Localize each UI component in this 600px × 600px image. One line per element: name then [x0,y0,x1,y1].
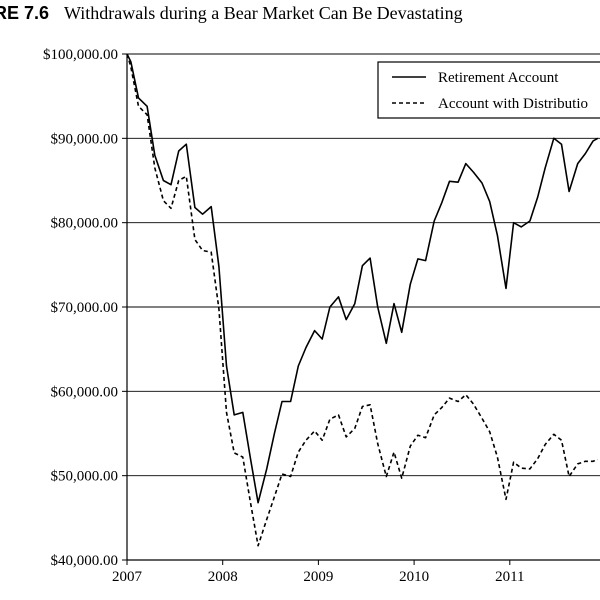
figure-title: Withdrawals during a Bear Market Can Be … [64,3,463,23]
figure-label: RE 7.6 [0,3,49,23]
x-tick-labels: 200720082009201020112 [112,569,525,585]
gridlines [127,53,600,477]
y-tick-label: $60,000.00 [51,384,119,400]
y-tick-label: $70,000.00 [51,300,119,316]
legend-label-account-with-distributions: Account with Distributio [438,96,588,112]
series-line-retirement-account [126,53,599,504]
legend-label-retirement-account: Retirement Account [438,70,559,86]
series-lines [126,53,599,547]
y-tick-label: $80,000.00 [51,216,119,232]
y-tick-label: $50,000.00 [51,469,119,485]
x-tick-label: 2010 [399,569,429,585]
x-tick-label: 2008 [208,569,238,585]
y-tick-label: $40,000.00 [51,553,119,569]
legend: Retirement Account Account with Distribu… [377,61,600,119]
y-tick-label: $100,000.00 [43,47,118,63]
legend-box [377,61,600,119]
x-tick-label: 2011 [495,569,524,585]
y-tick-labels: $40,000.00 $50,000.00 $60,000.00 $70,000.00… [43,47,118,569]
axes [122,53,600,565]
x-tick-label: 2009 [303,569,333,585]
x-tick-label: 2007 [112,569,143,585]
y-tick-label: $90,000.00 [51,131,119,147]
series-line-account-with-distributions [126,53,599,547]
